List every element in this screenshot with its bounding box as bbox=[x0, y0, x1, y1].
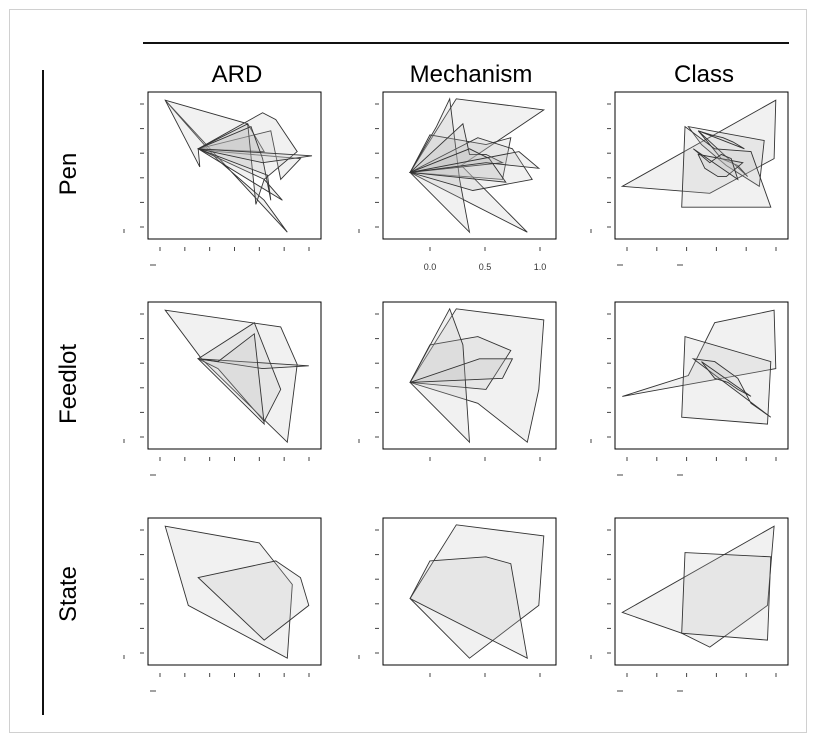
hull-polygon bbox=[681, 336, 772, 425]
panel-pen-ard bbox=[123, 91, 322, 266]
hull-polygon bbox=[697, 130, 749, 177]
panel-pen-mechanism bbox=[358, 91, 557, 251]
hull-polygon bbox=[197, 560, 310, 641]
hull-polygon bbox=[410, 151, 541, 173]
hull-polygon bbox=[409, 358, 514, 383]
mechanism-x-tick-label-2: 1.0 bbox=[534, 262, 547, 272]
hull-polygon bbox=[409, 307, 471, 444]
hull-polygon bbox=[408, 137, 533, 191]
row-title-pen: Pen bbox=[55, 153, 82, 196]
hull-polygon bbox=[409, 524, 545, 659]
hull-polygon bbox=[409, 134, 512, 180]
mechanism-x-tick-label-1: 0.5 bbox=[479, 262, 492, 272]
hull-polygon bbox=[409, 98, 546, 233]
hull-polygon bbox=[198, 130, 302, 181]
hull-polygon bbox=[622, 309, 777, 397]
panel-feedlot-mechanism bbox=[358, 301, 557, 461]
col-title-class: Class bbox=[674, 61, 734, 88]
hull-polygon bbox=[164, 99, 288, 233]
panel-box bbox=[382, 517, 557, 666]
panel-box bbox=[614, 517, 789, 666]
hull-polygon bbox=[197, 123, 283, 205]
row-title-feedlot: Feedlot bbox=[55, 344, 82, 424]
row-title-state: State bbox=[55, 566, 82, 622]
hull-polygon bbox=[198, 358, 309, 370]
hull-polygon bbox=[698, 130, 745, 150]
panel-box bbox=[614, 301, 789, 450]
hull-polygon bbox=[196, 332, 265, 426]
hull-polygon bbox=[164, 309, 298, 444]
panel-feedlot-class bbox=[590, 301, 789, 476]
hull-polygon bbox=[691, 358, 772, 418]
panel-box bbox=[614, 91, 789, 240]
hull-polygon bbox=[620, 99, 777, 194]
hull-polygon bbox=[408, 122, 505, 173]
hull-polygon bbox=[681, 125, 772, 208]
panels-layer bbox=[123, 91, 789, 692]
mechanism-x-tick-label-0: 0.0 bbox=[424, 262, 437, 272]
hull-polygon bbox=[701, 361, 752, 397]
panel-pen-class bbox=[590, 91, 789, 266]
hull-polygon bbox=[693, 148, 739, 181]
hull-polygon bbox=[409, 97, 471, 234]
panel-state-ard bbox=[123, 517, 322, 692]
panel-state-mechanism bbox=[358, 517, 557, 677]
hull-polygon bbox=[197, 322, 282, 423]
hull-polygon bbox=[681, 552, 772, 641]
panel-state-class bbox=[590, 517, 789, 692]
hull-polygon bbox=[409, 148, 507, 183]
hull-polygon bbox=[198, 148, 313, 164]
hull-polygon bbox=[621, 525, 775, 648]
hull-polygon bbox=[409, 556, 528, 660]
panel-box bbox=[382, 91, 557, 240]
hull-polygon bbox=[164, 525, 293, 659]
figure-frame bbox=[9, 9, 807, 733]
panel-feedlot-ard bbox=[123, 301, 322, 476]
col-title-mechanism: Mechanism bbox=[410, 61, 533, 88]
col-title-ard: ARD bbox=[212, 61, 263, 88]
hull-polygon bbox=[164, 99, 266, 168]
hull-polygon bbox=[196, 126, 272, 201]
panel-box bbox=[382, 301, 557, 450]
